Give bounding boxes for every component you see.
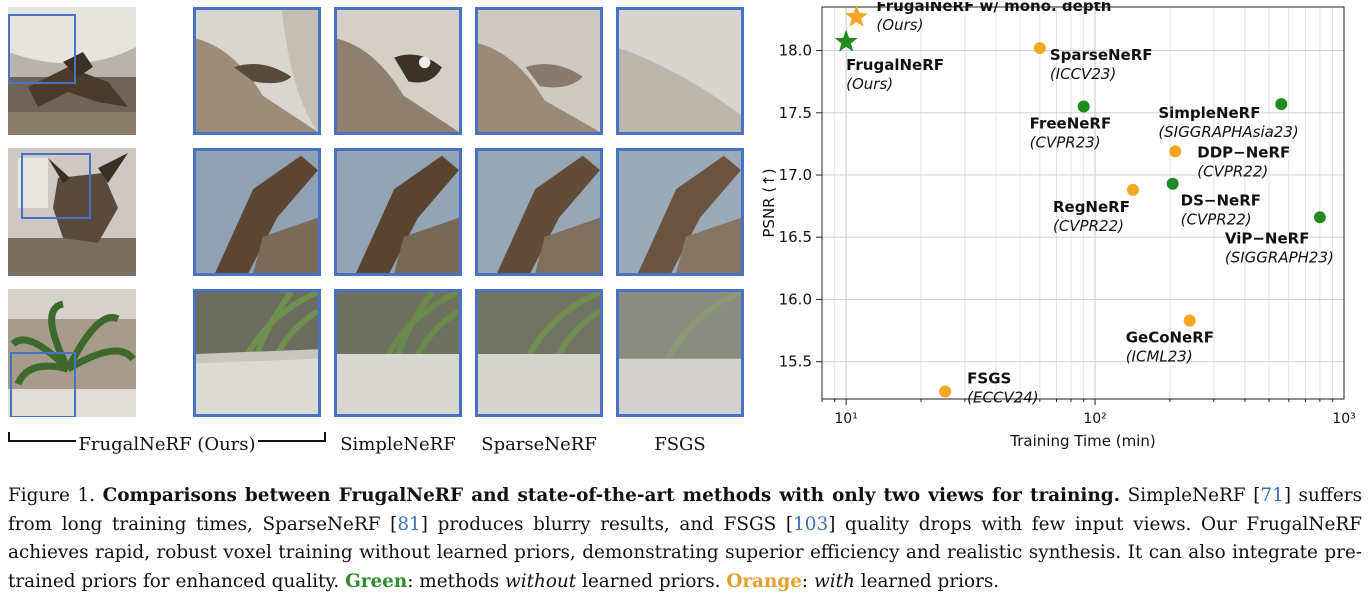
sparsenerf-result-1 <box>475 7 603 135</box>
point-label-method: FreeNeRF <box>1030 115 1112 133</box>
point-label-venue: (Ours) <box>876 16 923 34</box>
data-point <box>1166 177 1179 190</box>
caption-text: : methods <box>407 570 500 592</box>
citation-link[interactable]: 81 <box>397 513 421 535</box>
point-label-method: GeCoNeRF <box>1126 329 1214 347</box>
data-point <box>1169 145 1182 158</box>
caption-text: ] suffers from long training times, Spar… <box>8 485 1363 535</box>
psnr-vs-time-chart: 15.5 16.0 16.5 17.0 17.5 18.0 10¹ 10² 10³ Frugal… <box>752 0 1364 458</box>
point-label-venue: (Ours) <box>846 75 893 93</box>
caption-text: learned priors. <box>860 570 1000 592</box>
point-label-method: SparseNeRF <box>1050 46 1153 64</box>
simplenerf-result-2 <box>334 148 462 276</box>
point-label-venue: (CVPR23) <box>1030 134 1101 152</box>
data-point <box>1126 183 1139 196</box>
data-point-star <box>834 29 858 52</box>
citation-link[interactable]: 71 <box>1260 485 1284 506</box>
caption-text: SimpleNeRF [ <box>1127 485 1261 506</box>
data-point <box>1033 42 1046 55</box>
x-tick-label: 10² <box>1083 411 1106 427</box>
caption-text: ] quality drops with few input views. Ou… <box>8 513 1362 592</box>
caption-title: Comparisons between FrugalNeRF and state… <box>102 485 1121 506</box>
axis-ticks: 15.5 16.0 16.5 17.0 17.5 18.0 10¹ 10² 10³ <box>779 42 1356 427</box>
y-tick-label: 16.5 <box>779 228 812 246</box>
point-label-venue: (SIGGRAPH23) <box>1225 248 1334 266</box>
x-axis-label: Training Time (min) <box>1009 432 1155 450</box>
scatter-plot: 15.5 16.0 16.5 17.0 17.5 18.0 10¹ 10² 10³ Frugal… <box>760 0 1356 450</box>
col-label-simplenerf: SimpleNeRF <box>340 434 456 455</box>
point-label-method: DS−NeRF <box>1181 192 1261 210</box>
simplenerf-result-3 <box>334 289 462 417</box>
point-label-method: RegNeRF <box>1053 198 1130 216</box>
y-axis-label: PSNR (↑) <box>760 168 778 237</box>
fsgs-result-2 <box>616 148 744 276</box>
col-label-sparsenerf: SparseNeRF <box>481 434 597 455</box>
input-image-palm-plant <box>8 289 136 417</box>
point-label-venue: (CVPR22) <box>1181 211 1252 229</box>
frugalnerf-result-2 <box>193 148 321 276</box>
legend-green-word: Green <box>345 570 408 592</box>
legend-orange-word: Orange <box>726 570 802 592</box>
y-tick-label: 18.0 <box>779 42 812 60</box>
point-label-method: FrugalNeRF <box>846 56 944 74</box>
point-label-venue: (ICML23) <box>1126 348 1193 366</box>
caption-emphasis: with <box>813 570 855 592</box>
input-image-museum-trex <box>8 7 136 135</box>
point-label-venue: (SIGGRAPHAsia23) <box>1158 123 1298 141</box>
y-tick-label: 15.5 <box>779 353 812 371</box>
plot-frame <box>821 6 1345 400</box>
col-label-fsgs: FSGS <box>654 434 706 455</box>
data-point <box>1077 100 1090 113</box>
point-label-method: DDP−NeRF <box>1197 143 1290 161</box>
x-tick-label: 10¹ <box>834 411 857 427</box>
sparsenerf-result-2 <box>475 148 603 276</box>
simplenerf-result-1 <box>334 7 462 135</box>
sparsenerf-result-3 <box>475 289 603 417</box>
x-tick-label: 10³ <box>1332 411 1355 427</box>
point-label-venue: (ECCV24) <box>967 389 1038 407</box>
figure-caption: Figure 1. Comparisons between FrugalNeRF… <box>8 482 1362 596</box>
frugalnerf-result-3 <box>193 289 321 417</box>
point-label-venue: (ICCV23) <box>1050 65 1116 83</box>
point-label-method: SimpleNeRF <box>1158 104 1260 122</box>
data-point-star <box>845 5 868 27</box>
caption-text: ] produces blurry results, and FSGS [ <box>420 513 794 535</box>
y-tick-label: 17.0 <box>779 166 812 184</box>
caption-text: : <box>801 570 809 592</box>
data-point <box>1183 314 1196 327</box>
point-label-method: FSGS <box>967 370 1011 388</box>
y-tick-label: 16.0 <box>779 290 812 308</box>
col-label-frugalnerf: FrugalNeRF (Ours) <box>76 434 258 455</box>
caption-emphasis: without <box>504 570 577 592</box>
point-label-method: ViP−NeRF <box>1225 229 1310 247</box>
point-label-venue: (CVPR22) <box>1053 217 1124 235</box>
fsgs-result-3 <box>616 289 744 417</box>
caption-text: learned priors. <box>582 570 721 592</box>
data-point <box>1313 211 1326 224</box>
point-label-venue: (CVPR22) <box>1197 162 1268 180</box>
data-point <box>939 385 952 398</box>
comparison-image-grid: FrugalNeRF (Ours) SimpleNeRF SparseNeRF … <box>8 7 748 455</box>
citation-link[interactable]: 103 <box>793 513 829 535</box>
y-tick-label: 17.5 <box>779 104 812 122</box>
fsgs-result-1 <box>616 7 744 135</box>
data-points: FrugalNeRF w/ mono. depth(Ours)FrugalNeR… <box>834 0 1334 407</box>
input-image-museum-triceratops <box>8 148 136 276</box>
point-label-method: FrugalNeRF w/ mono. depth <box>876 2 1111 15</box>
frugalnerf-result-1 <box>193 7 321 135</box>
caption-figure-label: Figure 1. <box>8 485 96 506</box>
data-point <box>1275 98 1288 111</box>
